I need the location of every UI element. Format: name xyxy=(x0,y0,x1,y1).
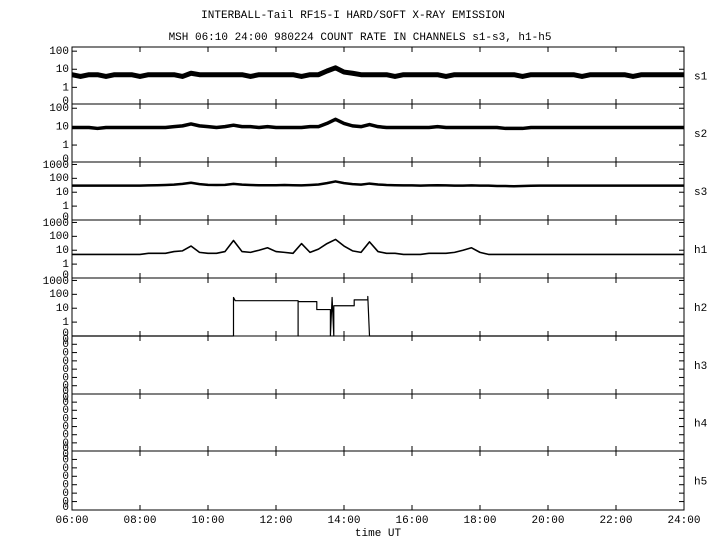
y-tick-label: 1000 xyxy=(43,160,69,172)
y-tick-label: 1000 xyxy=(43,276,69,288)
panel-label: s1 xyxy=(694,71,708,83)
data-line xyxy=(71,65,684,79)
y-tick-label: 0 xyxy=(62,356,69,368)
y-tick-label: 1 xyxy=(62,140,69,152)
y-tick-label: 0 xyxy=(62,212,69,224)
y-tick-label: 10 xyxy=(56,245,69,257)
x-tick-label: 18:00 xyxy=(463,515,496,527)
y-tick-label: 100 xyxy=(49,173,69,185)
y-tick-label: 0 xyxy=(62,364,69,376)
y-tick-label: 0 xyxy=(62,381,69,393)
panel-label: h1 xyxy=(694,245,708,257)
y-tick-label: 100 xyxy=(49,103,69,115)
x-tick-label: 22:00 xyxy=(599,515,632,527)
x-tick-label: 08:00 xyxy=(123,515,156,527)
y-tick-label: 0 xyxy=(62,496,69,508)
x-axis-label: time UT xyxy=(355,528,402,540)
y-tick-label: 0 xyxy=(62,413,69,425)
x-tick-label: 10:00 xyxy=(191,515,224,527)
y-tick-label: 0 xyxy=(62,443,69,455)
y-tick-label: 1 xyxy=(62,82,69,94)
y-tick-label: 0 xyxy=(62,502,69,514)
y-tick-label: 0 xyxy=(62,430,69,442)
y-tick-label: 1 xyxy=(62,201,69,213)
x-tick-label: 12:00 xyxy=(259,515,292,527)
x-tick-label: 16:00 xyxy=(395,515,428,527)
panel-label: h4 xyxy=(694,418,708,430)
y-tick-label: 0 xyxy=(62,405,69,417)
x-tick-label: 20:00 xyxy=(531,515,564,527)
y-tick-label: 0 xyxy=(62,471,69,483)
y-tick-label: 0 xyxy=(62,347,69,359)
y-tick-label: 0 xyxy=(62,154,69,166)
y-tick-label: 0 xyxy=(62,421,69,433)
y-tick-label: 0 xyxy=(62,463,69,475)
y-tick-label: 100 xyxy=(49,46,69,58)
data-line xyxy=(72,117,684,131)
y-tick-label: 10 xyxy=(56,187,69,199)
panel-label: s2 xyxy=(694,129,707,141)
y-tick-label: 10 xyxy=(56,64,69,76)
y-tick-label: 100 xyxy=(49,289,69,301)
chart-subtitle: MSH 06:10 24:00 980224 COUNT RATE IN CHA… xyxy=(169,32,552,44)
y-tick-label: 0 xyxy=(62,372,69,384)
y-tick-label: 0 xyxy=(62,339,69,351)
x-tick-label: 24:00 xyxy=(667,515,700,527)
y-tick-label: 100 xyxy=(49,231,69,243)
chart-title: INTERBALL-Tail RF15-I HARD/SOFT X-RAY EM… xyxy=(201,10,505,22)
y-tick-label: 10 xyxy=(56,122,69,134)
y-tick-label: 0 xyxy=(62,96,69,108)
y-tick-label: 1 xyxy=(62,317,69,329)
y-tick-label: 0 xyxy=(62,488,69,500)
y-tick-label: 0 xyxy=(62,270,69,282)
y-tick-label: 0 xyxy=(62,397,69,409)
y-tick-label: 0 xyxy=(62,454,69,466)
panel-label: h5 xyxy=(694,476,707,488)
data-line xyxy=(72,295,684,337)
y-tick-label: 0 xyxy=(62,386,69,398)
y-tick-label: 0 xyxy=(62,438,69,450)
y-tick-label: 0 xyxy=(62,334,69,346)
y-tick-label: 10 xyxy=(56,303,69,315)
y-tick-label: 0 xyxy=(62,392,69,404)
y-tick-label: 0 xyxy=(62,449,69,461)
panel-label: h2 xyxy=(694,303,707,315)
y-tick-label: 0 xyxy=(62,480,69,492)
panel-frame xyxy=(71,450,685,511)
panel-label: s3 xyxy=(694,187,707,199)
y-tick-label: 1000 xyxy=(43,218,69,230)
x-tick-label: 14:00 xyxy=(327,515,360,527)
x-tick-label: 06:00 xyxy=(55,515,88,527)
y-tick-label: 1 xyxy=(62,259,69,271)
data-line xyxy=(72,238,684,256)
y-tick-label: 0 xyxy=(62,328,69,340)
panel-label: h3 xyxy=(694,361,707,373)
data-line xyxy=(72,180,684,188)
